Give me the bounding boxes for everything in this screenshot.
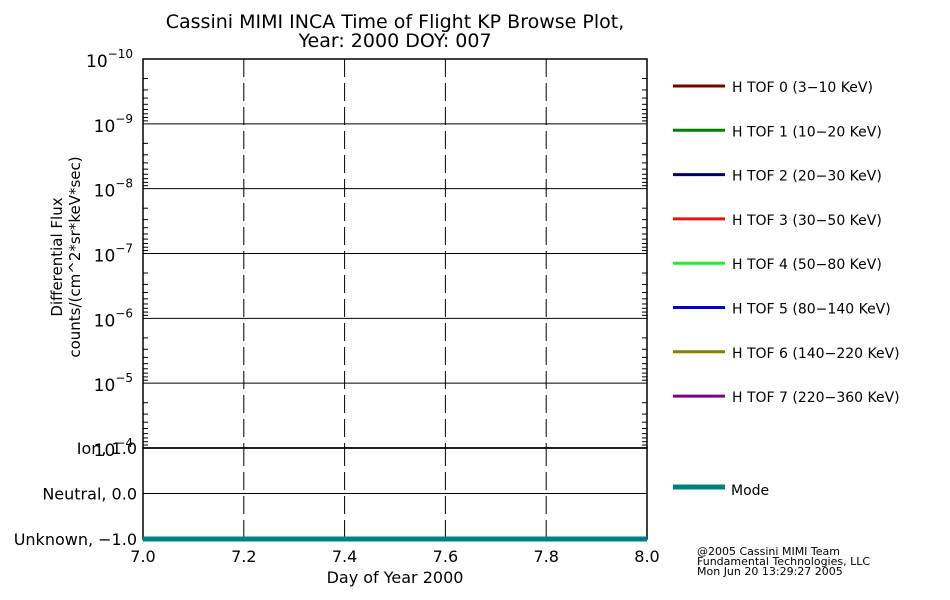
x-tick-label: 8.0 [634,547,659,566]
flux-y-tick-label: 10−9 [94,112,133,137]
x-tick-label: 7.8 [533,547,558,566]
mode-plot-panel: Ion, 1.0 Neutral, 0.0 Unknown, −1.0 [14,439,648,549]
mode-y-tick-label: Ion, 1.0 [77,439,137,458]
x-axis-label: Day of Year 2000 [327,568,464,587]
legend-label: H TOF 2 (20−30 KeV) [732,169,882,185]
chart-subtitle: Year: 2000 DOY: 007 [297,30,491,52]
flux-plot-panel: 10−10 10−9 10−8 10−7 10−6 10−5 10−4 [86,47,648,461]
x-tick-label: 7.0 [130,547,155,566]
mode-y-tick-label: Unknown, −1.0 [14,530,137,549]
flux-y-tick-label: 10−6 [94,306,133,331]
legend-label: H TOF 6 (140−220 KeV) [732,346,900,362]
mode-legend-label: Mode [731,483,769,499]
legend-label: H TOF 4 (50−80 KeV) [732,257,882,273]
x-tick-label: 7.4 [332,547,357,566]
mode-y-tick-labels: Ion, 1.0 Neutral, 0.0 Unknown, −1.0 [14,439,137,549]
flux-y-tick-labels: 10−10 10−9 10−8 10−7 10−6 10−5 10−4 [86,47,133,461]
flux-legend: H TOF 0 (3−10 KeV) H TOF 1 (10−20 KeV) H T… [673,80,900,406]
legend-label: H TOF 3 (30−50 KeV) [732,213,882,229]
flux-y-tick-label: 10−8 [94,177,133,202]
x-tick-label: 7.2 [231,547,256,566]
mode-y-tick-label: Neutral, 0.0 [42,485,137,504]
flux-vertical-gridlines [243,59,547,448]
legend-label: H TOF 0 (3−10 KeV) [732,80,873,96]
legend-label: H TOF 5 (80−140 KeV) [732,302,891,318]
x-tick-label: 7.6 [433,547,458,566]
x-tick-labels: 7.0 7.2 7.4 7.6 7.8 8.0 [130,547,659,566]
mode-legend: Mode [673,483,769,499]
mode-vertical-gridlines [243,448,547,539]
flux-y-tick-label: 10−5 [94,371,133,396]
footer-timestamp: Mon Jun 20 13:29:27 2005 [697,565,843,578]
flux-horizontal-gridlines [143,78,647,446]
footer-copyright: @2005 Cassini MIMI Team [697,545,840,558]
flux-y-tick-label: 10−4 [94,436,133,461]
legend-label: H TOF 1 (10−20 KeV) [732,124,882,140]
y-axis-label-line1: Differential Flux [48,197,66,316]
flux-y-tick-label: 10−7 [94,242,133,267]
y-axis-label-line2: counts/(cm^2*sr*keV*sec) [66,156,84,357]
flux-y-tick-label: 10−10 [86,47,133,72]
chart-title: Cassini MIMI INCA Time of Flight KP Brow… [166,11,625,33]
footer-company: Fundamental Technologies, LLC [697,555,870,568]
legend-label: H TOF 7 (220−360 KeV) [732,390,900,406]
